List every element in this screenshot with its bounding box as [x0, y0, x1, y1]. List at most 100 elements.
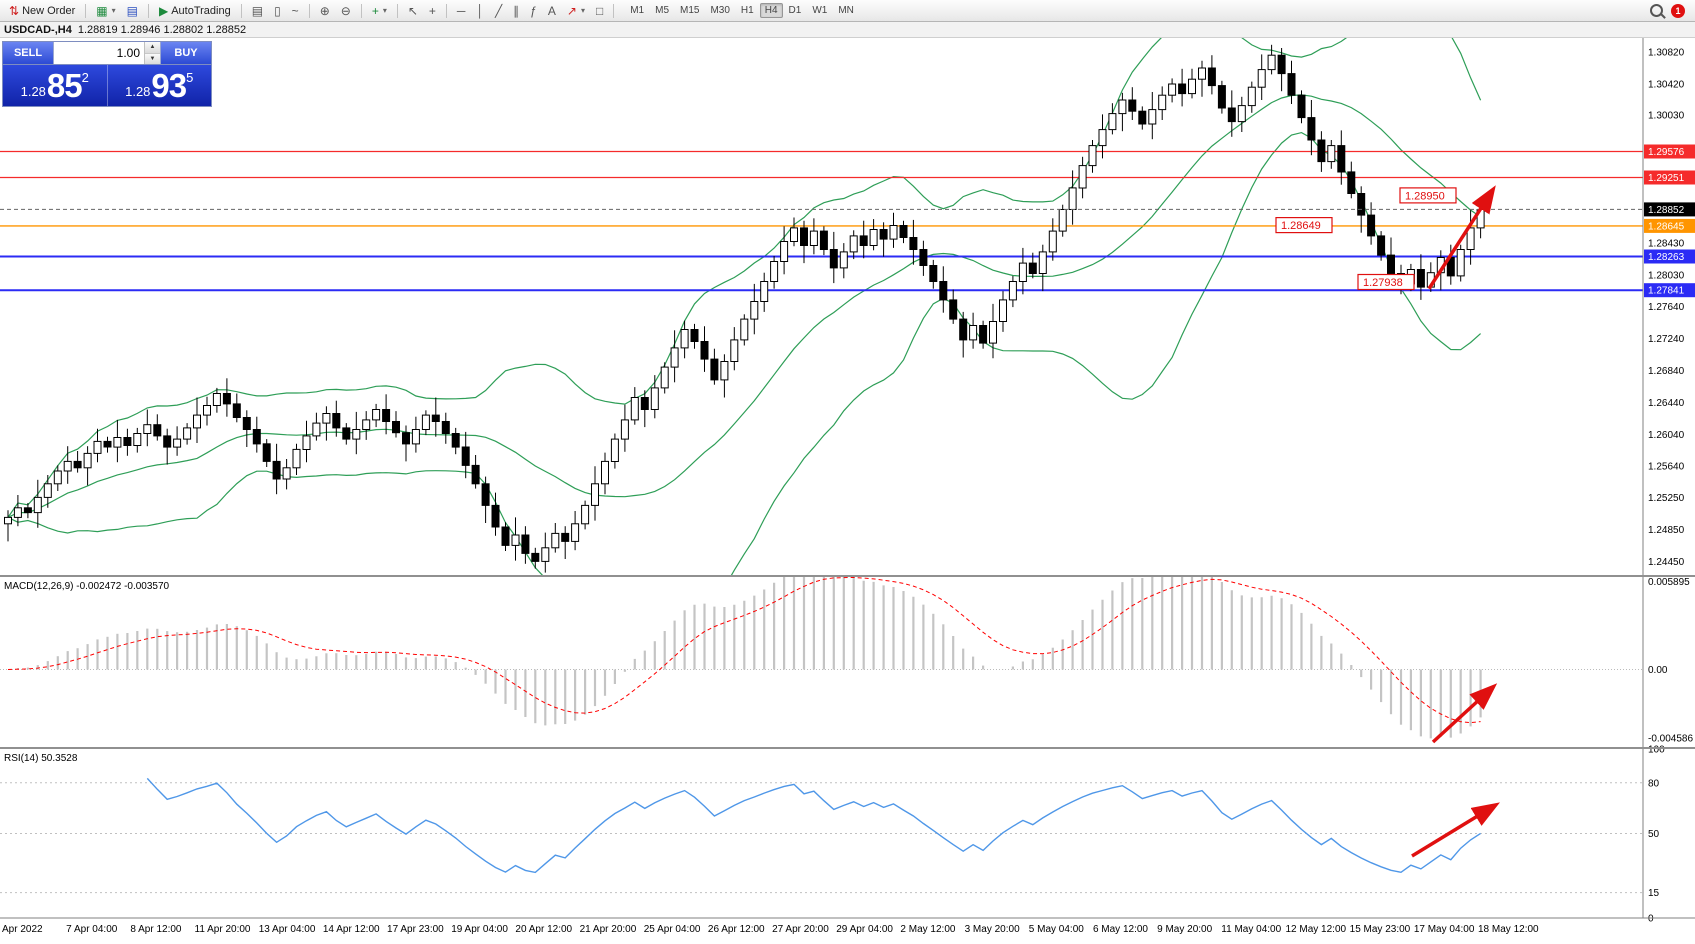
- price-axis-badge-label: 1.29576: [1648, 147, 1685, 158]
- price-callout[interactable]: 1.27938: [1357, 273, 1415, 291]
- new-order-icon: ⇅: [9, 3, 20, 18]
- macd-plot: [0, 577, 1643, 739]
- volume-up-button[interactable]: ▲: [145, 42, 160, 54]
- channel-button[interactable]: ∥: [508, 3, 524, 19]
- macd-signal-line: [7, 577, 1481, 724]
- shapes-button[interactable]: □: [591, 3, 608, 19]
- svg-text:1.28950: 1.28950: [1405, 190, 1445, 202]
- macd-axis-label: 0.005895: [1648, 577, 1690, 588]
- rsi-label: RSI(14) 50.3528: [4, 753, 78, 764]
- cursor-button[interactable]: ↖: [403, 3, 423, 19]
- fibonacci-icon: ƒ: [530, 3, 537, 18]
- volume-stepper: ▲ ▼: [144, 42, 160, 64]
- volume-input[interactable]: 1.00: [116, 46, 140, 60]
- trend-arrow[interactable]: [1431, 683, 1498, 744]
- buy-price-big: 93: [151, 67, 187, 104]
- date-axis-label: 29 Apr 04:00: [836, 924, 893, 935]
- trade-prices-row: 1.28 85 2 1.28 93 5: [3, 65, 211, 106]
- bar-chart-icon: ▤: [251, 3, 264, 18]
- date-axis-label: 14 Apr 12:00: [323, 924, 380, 935]
- chevron-down-icon: ▾: [382, 6, 387, 15]
- profiles-icon: ▤: [126, 3, 138, 18]
- trendline-button[interactable]: ╱: [490, 3, 507, 19]
- sell-price[interactable]: 1.28 85 2: [3, 65, 108, 106]
- fibonacci-button[interactable]: ƒ: [525, 3, 542, 19]
- date-axis-label: 12 May 12:00: [1285, 924, 1346, 935]
- price-axis-badge: [1644, 170, 1695, 185]
- price-callout[interactable]: 1.28649: [1275, 217, 1333, 234]
- price-axis-label: 1.27240: [1648, 334, 1685, 345]
- trend-arrow[interactable]: [1411, 802, 1500, 858]
- date-axis-label: 20 Apr 12:00: [515, 924, 572, 935]
- date-axis-label: 9 May 20:00: [1157, 924, 1212, 935]
- zoom-out-button[interactable]: ⊖: [336, 3, 356, 19]
- buy-price[interactable]: 1.28 93 5: [108, 65, 212, 106]
- channel-icon: ∥: [513, 3, 520, 18]
- timeframe-w1[interactable]: W1: [812, 5, 828, 16]
- rsi-line: [146, 777, 1481, 874]
- date-axis-label: 2 May 12:00: [900, 924, 955, 935]
- text-tool-button[interactable]: A: [543, 3, 561, 19]
- crosshair-button[interactable]: +: [424, 3, 441, 19]
- vertical-line-button[interactable]: │: [471, 3, 489, 19]
- line-chart-button[interactable]: ~: [287, 3, 304, 19]
- price-axis-label: 1.26440: [1648, 398, 1685, 409]
- toolbar-separator: [308, 3, 310, 18]
- date-axis-label: 17 Apr 23:00: [387, 924, 444, 935]
- price-axis-label: 1.27640: [1648, 302, 1685, 313]
- new-order-button[interactable]: ⇅ New Order: [4, 3, 80, 19]
- price-axis-label: 1.30420: [1648, 79, 1685, 90]
- toolbar-separator: [240, 3, 242, 18]
- price-callout[interactable]: 1.28950: [1399, 187, 1457, 204]
- zoom-in-button[interactable]: ⊕: [315, 3, 335, 19]
- timeframe-m5[interactable]: M5: [655, 5, 670, 16]
- autotrading-play-icon: ▶: [158, 3, 169, 18]
- crosshair-icon: +: [428, 3, 436, 18]
- date-axis-label: 17 May 04:00: [1414, 924, 1475, 935]
- zoom-in-icon: ⊕: [319, 3, 330, 18]
- horizontal-line-button[interactable]: ─: [452, 3, 471, 19]
- sell-button[interactable]: SELL: [3, 42, 53, 64]
- date-axis-label: 3 May 20:00: [965, 924, 1020, 935]
- rsi-axis-label: 0: [1648, 914, 1654, 925]
- ohlc-values: 1.28819 1.28946 1.28802 1.28852: [77, 23, 247, 36]
- date-axis-label: 18 May 12:00: [1478, 924, 1539, 935]
- trade-controls-row: SELL 1.00 ▲ ▼ BUY: [3, 42, 211, 65]
- candlestick-button[interactable]: ▯: [269, 3, 286, 19]
- trend-arrow[interactable]: [1427, 185, 1496, 290]
- buy-button[interactable]: BUY: [161, 42, 211, 64]
- autotrading-button[interactable]: ▶ AutoTrading: [154, 3, 236, 19]
- panel-splitter[interactable]: [0, 747, 1695, 749]
- date-axis-label: 11 Apr 20:00: [195, 924, 251, 935]
- price-axis-label: 1.30820: [1648, 47, 1685, 58]
- indicators-button[interactable]: + ▾: [367, 3, 392, 19]
- volume-down-button[interactable]: ▼: [145, 53, 160, 64]
- timeframe-h1[interactable]: H1: [740, 5, 754, 16]
- charts-button[interactable]: ▦ ▾: [91, 3, 120, 19]
- timeframe-m15[interactable]: M15: [680, 5, 700, 16]
- bar-chart-button[interactable]: ▤: [247, 3, 268, 19]
- rsi-axis-label: 100: [1648, 745, 1665, 756]
- price-axis-label: 1.24450: [1648, 557, 1685, 568]
- rsi-axis-label: 80: [1648, 778, 1660, 789]
- sell-price-prefix: 1.28: [20, 84, 46, 99]
- arrow-tool-button[interactable]: ↗ ▾: [562, 3, 590, 19]
- timeframe-m30[interactable]: M30: [710, 5, 730, 16]
- cursor-icon: ↖: [407, 3, 418, 18]
- price-axis-label: 1.28430: [1648, 239, 1685, 250]
- search-icon[interactable]: [1650, 4, 1663, 17]
- panel-splitter[interactable]: [0, 575, 1695, 577]
- horizontal-line-icon: ─: [456, 3, 466, 18]
- toolbar-separator: [147, 3, 149, 18]
- price-axis-badge: [1644, 202, 1695, 217]
- timeframe-mn[interactable]: MN: [838, 5, 854, 16]
- profiles-button[interactable]: ▤: [122, 3, 143, 19]
- price-axis-badge-label: 1.28263: [1648, 252, 1685, 263]
- rsi-plot: [0, 777, 1643, 894]
- timeframe-d1[interactable]: D1: [788, 5, 802, 16]
- notification-badge[interactable]: 1: [1671, 3, 1685, 18]
- candlestick-icon: ▯: [274, 3, 281, 18]
- timeframe-h4[interactable]: H4: [759, 3, 783, 18]
- timeframe-m1[interactable]: M1: [630, 5, 645, 16]
